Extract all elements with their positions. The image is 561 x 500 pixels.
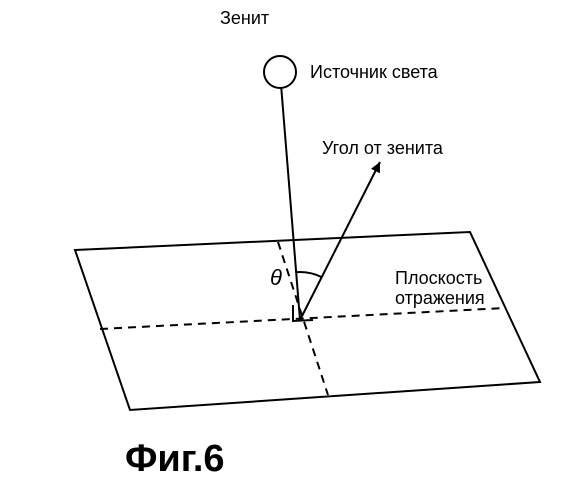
light-source-icon [264,56,296,88]
zenith-text: Зенит [220,8,269,28]
zenith-angle-label: Угол от зенита [322,138,443,159]
theta-label: θ [270,265,282,291]
reflection-plane-line2: отражения [395,288,485,308]
theta-arc [296,272,322,277]
zenith-angle-text: Угол от зенита [322,138,443,158]
diagram-svg [0,0,561,500]
zenith-line [280,72,300,320]
plane-midline-horizontal [100,308,505,329]
zenith-angle-line [300,162,380,320]
light-source-text: Источник света [310,62,438,82]
reflection-plane-label: Плоскость отражения [395,268,485,308]
reflection-plane-line1: Плоскость [395,268,482,288]
figure-caption: Фиг.6 [125,438,225,481]
light-source-label: Источник света [310,62,438,83]
zenith-label: Зенит [220,8,269,29]
theta-symbol: θ [270,265,282,290]
figure-text: Фиг.6 [125,438,225,480]
